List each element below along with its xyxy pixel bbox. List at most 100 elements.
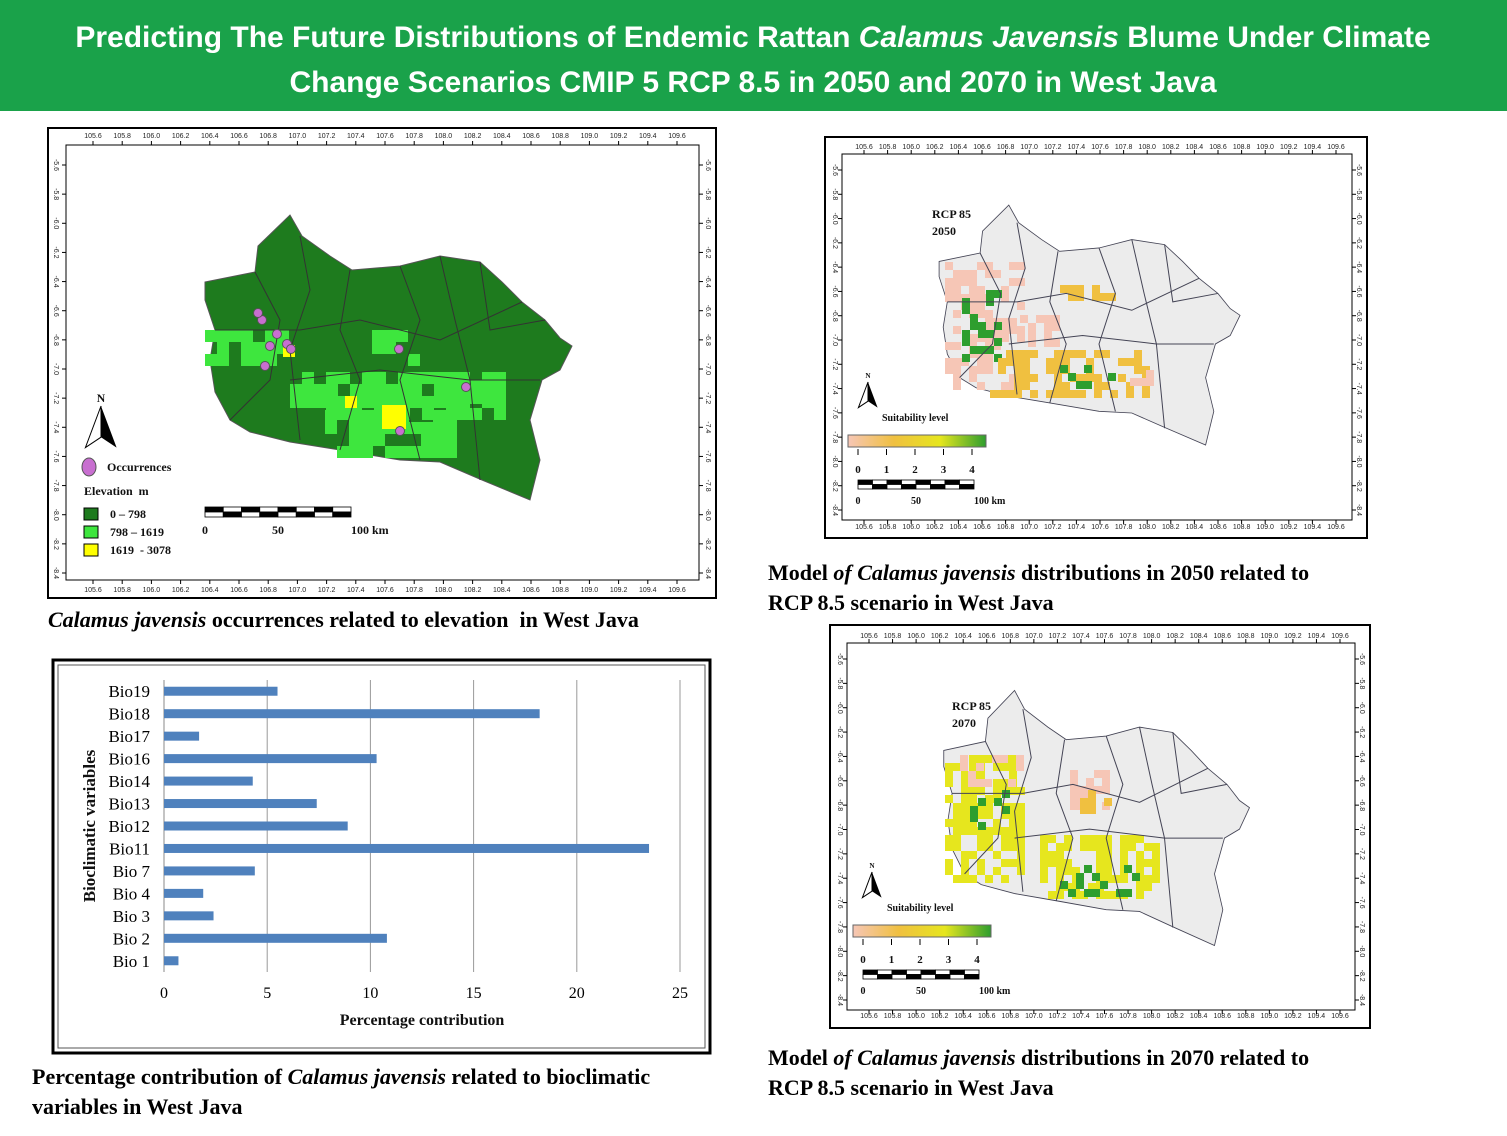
map-cell (945, 843, 953, 851)
lon-label: 108.6 (522, 587, 540, 594)
map-cell (976, 779, 984, 787)
y-tick-label: Bio14 (108, 772, 150, 791)
lat-label: -6.0 (836, 702, 843, 714)
map-cell (1138, 378, 1146, 386)
map-cell (968, 771, 976, 779)
map-cell (458, 396, 470, 408)
scenario-label: 2070 (952, 716, 976, 730)
map-cell (1086, 778, 1094, 786)
map-cell (1054, 358, 1062, 366)
map-cell (1116, 889, 1124, 897)
district-border (400, 266, 420, 460)
scale-bar-seg (891, 974, 907, 980)
map-cell (1088, 806, 1096, 814)
text-segment: Model (768, 560, 833, 585)
y-tick-label: Bio11 (109, 839, 150, 858)
map-cell (397, 446, 409, 458)
lon-label: 107.2 (1044, 144, 1062, 151)
map-cell (1028, 339, 1036, 347)
map-cell (945, 262, 953, 270)
map-cell (410, 372, 422, 384)
lat-label: -6.4 (1358, 750, 1365, 762)
y-tick-label: Bio 4 (113, 884, 151, 903)
map-cell (1009, 787, 1017, 795)
map-cell (421, 446, 433, 458)
y-tick-label: Bio 7 (113, 862, 151, 881)
map-cell (968, 779, 976, 787)
map-cell (953, 342, 961, 350)
map-cell (1142, 390, 1150, 398)
lat-label: -7.8 (52, 480, 59, 492)
map-cell (1094, 390, 1102, 398)
map-cell (969, 763, 977, 771)
map-cell (445, 410, 457, 422)
map-cell (984, 779, 992, 787)
map-cell (1104, 867, 1112, 875)
lat-label: -7.6 (836, 897, 843, 909)
map-cell (1128, 835, 1136, 843)
scale-bar-seg (915, 484, 931, 490)
map-cell (410, 396, 422, 408)
occurrence-point (394, 344, 404, 354)
map-cell (445, 446, 457, 458)
map-cell (1068, 285, 1076, 293)
x-tick-label: 10 (362, 985, 378, 1002)
scale-bar-seg (877, 969, 893, 975)
lon-label: 106.8 (259, 133, 277, 140)
lon-label: 108.4 (1190, 1013, 1208, 1020)
lon-label: 108.2 (1166, 633, 1184, 640)
lat-label: -6.0 (1355, 213, 1362, 225)
map-cell (953, 827, 961, 835)
scale-bar-seg (222, 506, 242, 513)
map-cell (385, 446, 397, 458)
map-cell (1094, 786, 1102, 794)
x-tick-label: 0 (160, 985, 168, 1002)
district-border (1009, 223, 1025, 395)
lon-label: 106.2 (172, 587, 190, 594)
map-cell (1009, 326, 1017, 334)
map-cell (969, 819, 977, 827)
map-cell (1009, 763, 1017, 771)
lon-label: 107.8 (1115, 524, 1133, 531)
district-border (290, 370, 540, 380)
lat-label: -7.2 (1355, 358, 1362, 370)
scale-bar-seg (935, 974, 951, 980)
map-cell (993, 827, 1001, 835)
north-arrow (868, 382, 878, 408)
map-cell (1076, 873, 1084, 881)
scale-bar-seg (944, 484, 960, 490)
map-cell (1152, 867, 1160, 875)
map-cell (1017, 859, 1025, 867)
map-cell (1070, 786, 1078, 794)
map-cell (993, 779, 1001, 787)
lat-label: -7.0 (704, 363, 711, 375)
lat-label: -8.0 (831, 455, 838, 467)
scale-bar-seg (959, 479, 975, 485)
scenario-label: 2050 (932, 224, 956, 238)
legend-tick-label: 4 (974, 954, 980, 966)
map-cell (978, 322, 986, 330)
caption-line: variables in West Java (32, 1094, 242, 1119)
scale-bar-seg (314, 511, 334, 518)
lon-label: 107.4 (347, 587, 365, 594)
map-cell (945, 294, 953, 302)
map-cell (1102, 350, 1110, 358)
lat-label: -7.0 (1355, 334, 1362, 346)
map-cell (945, 779, 953, 787)
map-cell (961, 827, 969, 835)
map-cell (1124, 865, 1132, 873)
map-cell (1070, 770, 1078, 778)
map-cell (961, 270, 969, 278)
map-cell (953, 382, 961, 390)
scale-bar-seg (964, 974, 980, 980)
map-cell (1132, 873, 1140, 881)
lat-label: -6.8 (1358, 799, 1365, 811)
map-cell (1136, 835, 1144, 843)
lon-label: 106.6 (230, 133, 248, 140)
map-cell (977, 803, 985, 811)
map-cell (969, 270, 977, 278)
map-cell (953, 278, 961, 286)
bar (164, 821, 348, 831)
map-cell (978, 330, 986, 338)
map-cell (1100, 293, 1108, 301)
